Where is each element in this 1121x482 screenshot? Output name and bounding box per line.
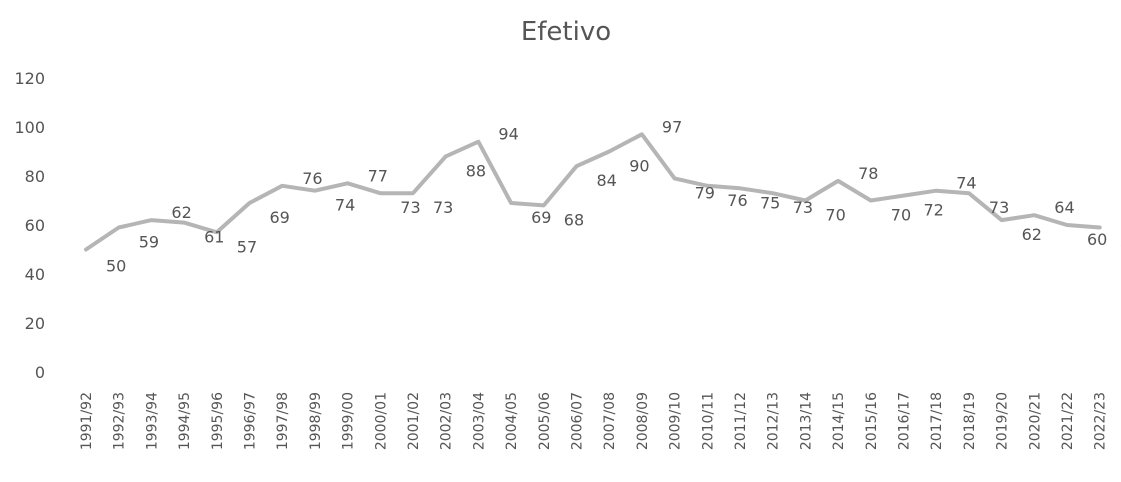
data-label: 64 [1054, 198, 1074, 217]
x-tick-label: 2003/04 [471, 392, 487, 450]
data-label: 73 [400, 198, 420, 217]
x-tick-label: 2004/05 [504, 392, 520, 450]
x-tick-label: 1993/94 [144, 392, 160, 450]
data-label: 60 [1087, 230, 1107, 249]
data-label: 70 [825, 206, 845, 225]
x-tick-label: 2022/23 [1093, 392, 1109, 450]
data-label: 78 [858, 164, 878, 183]
x-tick-label: 1998/99 [308, 392, 324, 450]
y-tick-label: 20 [25, 314, 45, 333]
data-label: 77 [368, 166, 388, 185]
series-line [84, 132, 1102, 252]
data-label: 90 [629, 157, 649, 176]
x-tick-label: 2020/21 [1027, 392, 1043, 450]
data-label: 62 [1022, 225, 1042, 244]
data-label: 73 [989, 198, 1009, 217]
x-tick-label: 2013/14 [798, 392, 814, 450]
x-tick-label: 1999/00 [341, 392, 357, 450]
data-label: 94 [498, 125, 518, 144]
series [84, 132, 1102, 252]
y-tick-label: 120 [14, 69, 45, 88]
chart-title: Efetivo [521, 17, 611, 47]
y-tick-label: 0 [35, 363, 45, 382]
data-label: 70 [891, 206, 911, 225]
data-label: 50 [106, 257, 126, 276]
x-axis: 1991/92 1992/93 1993/94 1994/95 1995/96 1996/… [79, 392, 1109, 450]
x-tick-label: 2014/15 [831, 392, 847, 450]
x-tick-label: 2009/10 [668, 392, 684, 450]
data-label: 75 [760, 193, 780, 212]
x-tick-label: 2005/06 [537, 392, 553, 450]
y-axis: 0 20 40 60 80 100 120 [14, 69, 45, 382]
x-tick-label: 2006/07 [570, 392, 586, 450]
x-tick-label: 2017/18 [929, 392, 945, 450]
data-label: 73 [793, 198, 813, 217]
data-label: 61 [204, 228, 224, 247]
x-tick-label: 2001/02 [406, 392, 422, 450]
data-label: 59 [1120, 232, 1121, 251]
data-label: 76 [302, 169, 322, 188]
data-label: 74 [956, 174, 976, 193]
x-tick-label: 1992/93 [112, 392, 128, 450]
x-tick-label: 1991/92 [79, 392, 95, 450]
data-labels: 50 59 62 61 57 69 76 74 77 73 73 88 94 69 68 84 90 97 79 76… [106, 117, 1121, 275]
x-tick-label: 1996/97 [243, 392, 259, 450]
data-label: 73 [433, 198, 453, 217]
x-tick-label: 1995/96 [210, 392, 226, 450]
data-label: 69 [270, 208, 290, 227]
x-tick-label: 1997/98 [275, 392, 291, 450]
data-label: 76 [727, 191, 747, 210]
x-tick-label: 2019/20 [995, 392, 1011, 450]
data-label: 69 [531, 208, 551, 227]
data-label: 74 [335, 196, 355, 215]
data-label: 88 [466, 161, 486, 180]
data-label: 62 [171, 203, 191, 222]
x-tick-label: 2008/09 [635, 392, 651, 450]
data-label: 59 [139, 232, 159, 251]
x-tick-label: 2011/12 [733, 392, 749, 450]
x-tick-label: 2021/22 [1060, 392, 1076, 450]
x-tick-label: 2012/13 [766, 392, 782, 450]
data-label: 97 [662, 117, 682, 136]
x-tick-label: 2002/03 [439, 392, 455, 450]
x-tick-label: 2016/17 [897, 392, 913, 450]
y-tick-label: 80 [25, 167, 45, 186]
data-label: 57 [237, 237, 257, 256]
x-tick-label: 2015/16 [864, 392, 880, 450]
data-label: 79 [695, 183, 715, 202]
y-tick-label: 40 [25, 265, 45, 284]
y-tick-label: 60 [25, 216, 45, 235]
data-label: 84 [597, 171, 617, 190]
x-tick-label: 2010/11 [700, 392, 716, 450]
data-label: 72 [924, 201, 944, 220]
y-tick-label: 100 [14, 118, 45, 137]
data-label: 68 [564, 210, 584, 229]
x-tick-label: 2018/19 [962, 392, 978, 450]
x-tick-label: 1994/95 [177, 392, 193, 450]
x-tick-label: 2007/08 [602, 392, 618, 450]
x-tick-label: 2000/01 [373, 392, 389, 450]
